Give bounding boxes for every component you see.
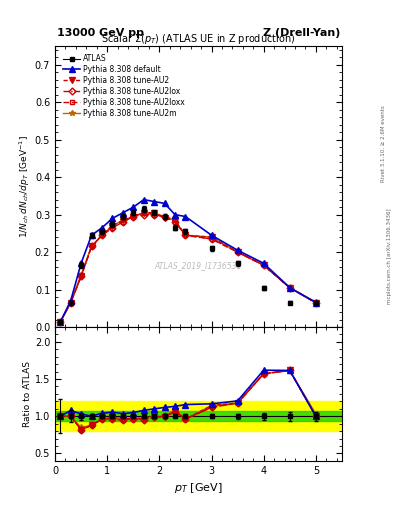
Text: mcplots.cern.ch [arXiv:1306.3436]: mcplots.cern.ch [arXiv:1306.3436] — [387, 208, 391, 304]
Text: Rivet 3.1.10, ≥ 2.6M events: Rivet 3.1.10, ≥ 2.6M events — [381, 105, 386, 182]
Legend: ATLAS, Pythia 8.308 default, Pythia 8.308 tune-AU2, Pythia 8.308 tune-AU2lox, Py: ATLAS, Pythia 8.308 default, Pythia 8.30… — [62, 53, 186, 119]
X-axis label: $p_T$ [GeV]: $p_T$ [GeV] — [174, 481, 223, 495]
Text: Z (Drell-Yan): Z (Drell-Yan) — [263, 28, 340, 38]
Title: Scalar $\Sigma(p_T)$ (ATLAS UE in Z production): Scalar $\Sigma(p_T)$ (ATLAS UE in Z prod… — [101, 32, 296, 46]
Y-axis label: $1/N_{ch}\,dN_{ch}/dp_T$ [GeV$^{-1}$]: $1/N_{ch}\,dN_{ch}/dp_T$ [GeV$^{-1}$] — [18, 135, 32, 238]
Text: ATLAS_2019_I1736531: ATLAS_2019_I1736531 — [155, 261, 242, 270]
Y-axis label: Ratio to ATLAS: Ratio to ATLAS — [23, 361, 32, 427]
Text: 13000 GeV pp: 13000 GeV pp — [57, 28, 144, 38]
